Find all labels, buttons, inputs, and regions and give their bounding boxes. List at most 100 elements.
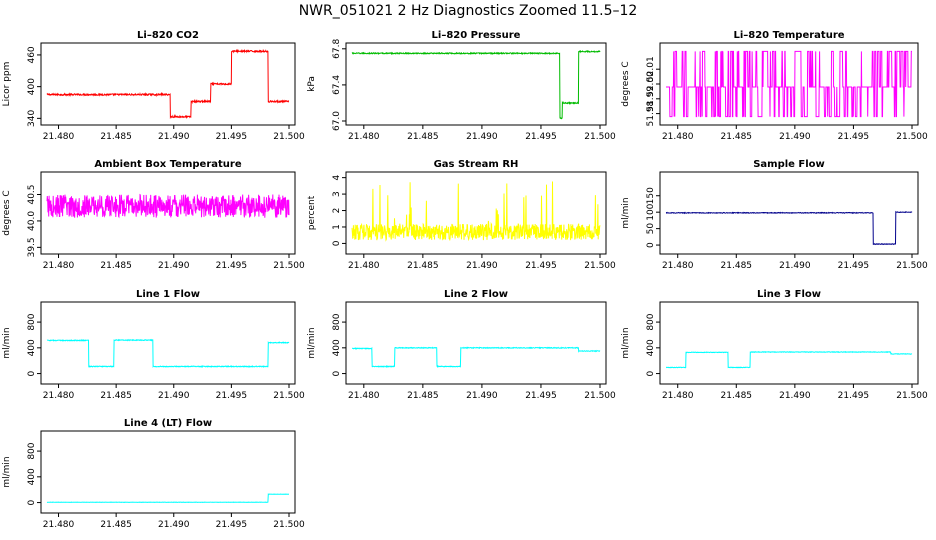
x-tick-label: 21.495 [216,132,248,142]
x-tick-label: 21.495 [838,261,870,271]
y-tick-label: 67.0 [332,111,342,131]
x-tick-label: 21.480 [662,132,694,142]
panel-8: Line 2 Flow 21.480 21.485 21.490 21.495 21.50… [307,289,616,401]
x-tick-label: 21.485 [100,520,132,530]
x-tick-label: 21.485 [407,132,439,142]
plot-frame [40,171,296,255]
plot-frame [659,171,919,255]
x-tick-label: 21.480 [662,261,694,271]
panel-title: Line 1 Flow [136,289,200,300]
y-tick-label: 0 [27,370,37,376]
x-tick-label: 21.485 [100,391,132,401]
y-tick-label: 50 [646,223,656,235]
x-tick-label: 21.500 [273,261,305,271]
series-line [352,346,601,368]
panel-3: Li–820 Temperature 21.480 21.485 21.490 21.4… [621,30,928,142]
x-tick-label: 21.495 [525,391,557,401]
x-tick-label: 21.490 [466,391,498,401]
y-tick-label: 340 [27,109,37,126]
y-tick-label: 150 [646,187,656,204]
series-line [46,493,289,504]
y-tick-label: 40.5 [27,184,37,204]
plot-frame [40,430,296,514]
x-tick-label: 21.490 [158,520,190,530]
plot-frame [345,171,607,255]
y-tick-label: 0 [332,240,342,246]
x-tick-label: 21.490 [779,261,811,271]
series-line [666,350,913,369]
x-tick-label: 21.500 [273,520,305,530]
y-tick-label: 400 [27,468,37,485]
x-tick-label: 21.500 [273,132,305,142]
plot-frame [345,301,607,385]
y-axis-label: ml/min [307,327,317,358]
panel-title: Gas Stream RH [434,159,519,170]
x-tick-label: 21.500 [584,261,616,271]
y-axis-label: ml/min [621,197,631,228]
y-tick-label: 40.0 [27,211,37,231]
x-tick-label: 21.480 [43,520,75,530]
series-line [351,49,601,120]
panel-title: Li–820 CO2 [137,30,199,41]
y-tick-label: 100 [646,203,656,220]
y-tick-label: 3 [332,191,342,197]
y-tick-label: 460 [27,46,37,63]
x-tick-label: 21.485 [721,132,753,142]
y-axis-label: ml/min [2,327,12,358]
series-line [46,48,290,120]
x-tick-label: 21.500 [584,132,616,142]
y-tick-label: 400 [27,78,37,95]
x-tick-label: 21.490 [158,391,190,401]
x-tick-label: 21.480 [43,391,75,401]
x-tick-label: 21.495 [525,261,557,271]
panel-6: Sample Flow 21.480 21.485 21.490 21.495 21.50… [621,159,928,271]
y-axis-label: degrees C [2,190,12,235]
x-tick-label: 21.485 [100,132,132,142]
x-tick-label: 21.500 [896,391,928,401]
y-tick-label: 2 [332,208,342,214]
panel-title: Ambient Box Temperature [94,159,241,170]
x-tick-label: 21.490 [158,132,190,142]
panel-4: Ambient Box Temperature 21.480 21.485 21.49… [2,159,305,271]
x-tick-label: 21.495 [838,132,870,142]
y-axis-label: degrees C [621,61,631,106]
plot-frame [40,42,296,126]
x-tick-label: 21.495 [525,132,557,142]
x-tick-label: 21.480 [662,391,694,401]
x-tick-label: 21.490 [158,261,190,271]
y-tick-label: 800 [332,313,342,330]
series-line [46,193,290,219]
y-tick-label: 800 [27,442,37,459]
panel-2: Li–820 Pressure 21.480 21.485 21.490 21.495 2… [307,30,616,142]
y-axis-label: ml/min [2,456,12,487]
panel-10: Line 4 (LT) Flow 21.480 21.485 21.490 21.495… [2,418,305,530]
y-tick-label: 0 [646,370,656,376]
x-tick-label: 21.500 [273,391,305,401]
series-line [351,181,601,242]
x-tick-label: 21.495 [216,261,248,271]
series-line [46,338,290,369]
y-tick-label: 800 [646,313,656,330]
y-tick-label: 51.98 [646,100,656,126]
panel-title: Line 2 Flow [444,289,508,300]
panel-title: Line 3 Flow [757,289,821,300]
panel-1: Li–820 CO2 21.480 21.485 21.490 21.495 21.500… [2,30,305,142]
x-tick-label: 21.480 [348,261,380,271]
y-tick-label: 0 [332,370,342,376]
panel-title: Li–820 Temperature [733,30,844,41]
y-axis-label: percent [307,195,317,230]
panel-title: Line 4 (LT) Flow [124,418,212,429]
x-tick-label: 21.485 [407,261,439,271]
y-tick-label: 400 [332,339,342,356]
x-tick-label: 21.500 [584,391,616,401]
plot-frame [659,301,919,385]
plot-frame [40,301,296,385]
y-tick-label: 1 [332,224,342,230]
figure-title: NWR_051021 2 Hz Diagnostics Zoomed 11.5–… [299,3,638,19]
y-tick-label: 0 [27,499,37,505]
x-tick-label: 21.485 [100,261,132,271]
x-tick-label: 21.500 [896,132,928,142]
x-tick-label: 21.480 [43,261,75,271]
panel-7: Line 1 Flow 21.480 21.485 21.490 21.495 21.50… [2,289,305,401]
